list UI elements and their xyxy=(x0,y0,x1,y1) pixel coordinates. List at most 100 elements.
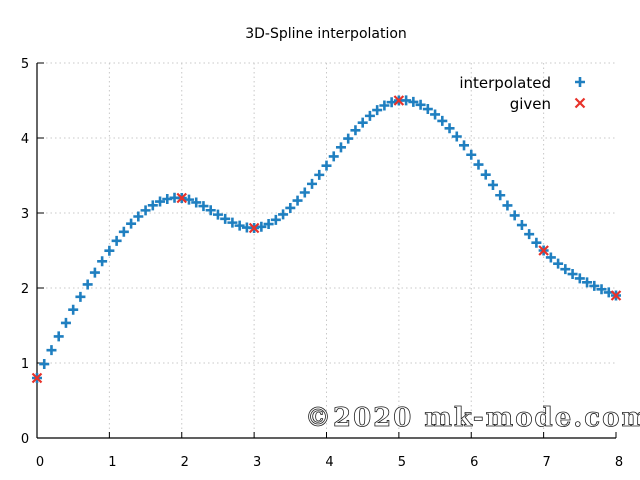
interpolated-point xyxy=(364,110,375,121)
interpolated-point xyxy=(343,133,354,144)
x-tick-label: 4 xyxy=(325,455,333,470)
interpolated-point xyxy=(589,280,600,291)
interpolated-point xyxy=(430,109,441,120)
interpolated-point xyxy=(386,97,397,108)
interpolated-point xyxy=(111,235,122,246)
x-tick-label: 8 xyxy=(615,455,623,470)
legend-label-interpolated: interpolated xyxy=(459,74,551,92)
interpolated-point xyxy=(292,195,303,206)
interpolated-point xyxy=(307,178,318,189)
legend-marker-interpolated xyxy=(575,77,585,87)
interpolated-point xyxy=(480,169,491,180)
interpolated-point xyxy=(97,256,108,267)
interpolated-point xyxy=(147,200,158,211)
interpolated-point xyxy=(350,125,361,136)
interpolated-point xyxy=(314,169,325,180)
given-point xyxy=(393,95,405,106)
given-point xyxy=(176,192,188,204)
interpolated-point xyxy=(39,359,50,370)
interpolated-point xyxy=(118,226,129,237)
interpolated-point xyxy=(183,194,194,205)
interpolated-point xyxy=(155,196,166,207)
interpolated-point xyxy=(53,331,64,342)
x-tick-label: 7 xyxy=(542,455,550,470)
interpolated-point xyxy=(46,345,57,356)
interpolated-point xyxy=(487,179,498,190)
interpolated-point xyxy=(596,284,607,295)
interpolated-point xyxy=(372,105,383,116)
x-tick-label: 0 xyxy=(36,455,44,470)
interpolated-point xyxy=(401,95,412,106)
legend: interpolated given xyxy=(459,74,586,113)
interpolated-point xyxy=(502,200,513,211)
interpolated-point xyxy=(553,258,564,269)
interpolated-point xyxy=(126,218,137,229)
interpolated-point xyxy=(560,264,571,275)
interpolated-point xyxy=(408,96,419,107)
legend-cross-icon xyxy=(574,97,586,109)
interpolated-point xyxy=(227,217,238,228)
x-tick-label: 1 xyxy=(108,455,116,470)
interpolated-point xyxy=(415,99,426,110)
y-tick-label: 0 xyxy=(21,432,29,447)
interpolated-point xyxy=(451,131,462,142)
interpolated-point xyxy=(509,210,520,221)
interpolated-point xyxy=(466,149,477,160)
x-tick-label: 6 xyxy=(470,455,478,470)
y-tick-label: 1 xyxy=(21,357,29,372)
interpolated-point xyxy=(437,115,448,126)
interpolated-point xyxy=(473,159,484,170)
chart-title: 3D-Spline interpolation xyxy=(245,26,407,42)
interpolated-point xyxy=(285,202,296,213)
interpolated-point xyxy=(328,151,339,162)
interpolated-point xyxy=(321,160,332,171)
interpolated-point xyxy=(582,277,593,288)
interpolated-point xyxy=(379,100,390,111)
interpolated-point xyxy=(263,219,274,230)
interpolated-point xyxy=(278,209,289,220)
interpolated-point xyxy=(357,117,368,128)
interpolated-point xyxy=(60,317,71,328)
interpolated-point xyxy=(220,213,231,224)
y-tick-label: 3 xyxy=(21,207,29,222)
x-tick-label: 5 xyxy=(398,455,406,470)
interpolated-point xyxy=(270,214,281,225)
interpolated-point xyxy=(299,187,310,198)
legend-label-given: given xyxy=(510,95,551,113)
grid xyxy=(37,62,616,438)
interpolated-point xyxy=(191,197,202,208)
interpolated-point xyxy=(205,205,216,216)
legend-plus-icon xyxy=(575,77,585,87)
y-tick-label: 4 xyxy=(21,132,29,147)
interpolated-point xyxy=(545,252,556,263)
data-marks xyxy=(31,95,622,384)
interpolated-point xyxy=(68,304,79,315)
watermark: ©2020 mk-mode.com xyxy=(305,403,640,433)
interpolated-point xyxy=(459,140,470,151)
interpolated-point xyxy=(495,190,506,201)
interpolated-point xyxy=(133,211,144,222)
interpolated-point xyxy=(335,142,346,153)
interpolated-point xyxy=(82,279,93,290)
interpolated-point xyxy=(140,205,151,216)
given-point xyxy=(31,372,43,384)
y-tick-label: 5 xyxy=(21,57,29,72)
interpolated-point xyxy=(104,245,115,256)
given-point xyxy=(610,290,622,301)
legend-marker-given xyxy=(574,97,586,109)
interpolated-point xyxy=(234,220,245,231)
given-point xyxy=(248,222,260,234)
interpolated-point xyxy=(256,221,267,232)
given-point xyxy=(538,245,549,256)
interpolated-point xyxy=(531,237,542,248)
x-tick-label: 3 xyxy=(253,455,261,470)
y-tick-label: 2 xyxy=(21,282,29,297)
axes xyxy=(36,62,617,439)
interpolated-point xyxy=(444,123,455,134)
interpolated-point xyxy=(567,269,578,280)
interpolated-point xyxy=(75,291,86,302)
interpolated-point xyxy=(198,201,209,212)
tick-labels: 0 1 2 3 4 5 6 7 8 0 1 2 3 4 5 xyxy=(21,57,623,470)
interpolated-point xyxy=(524,229,535,240)
